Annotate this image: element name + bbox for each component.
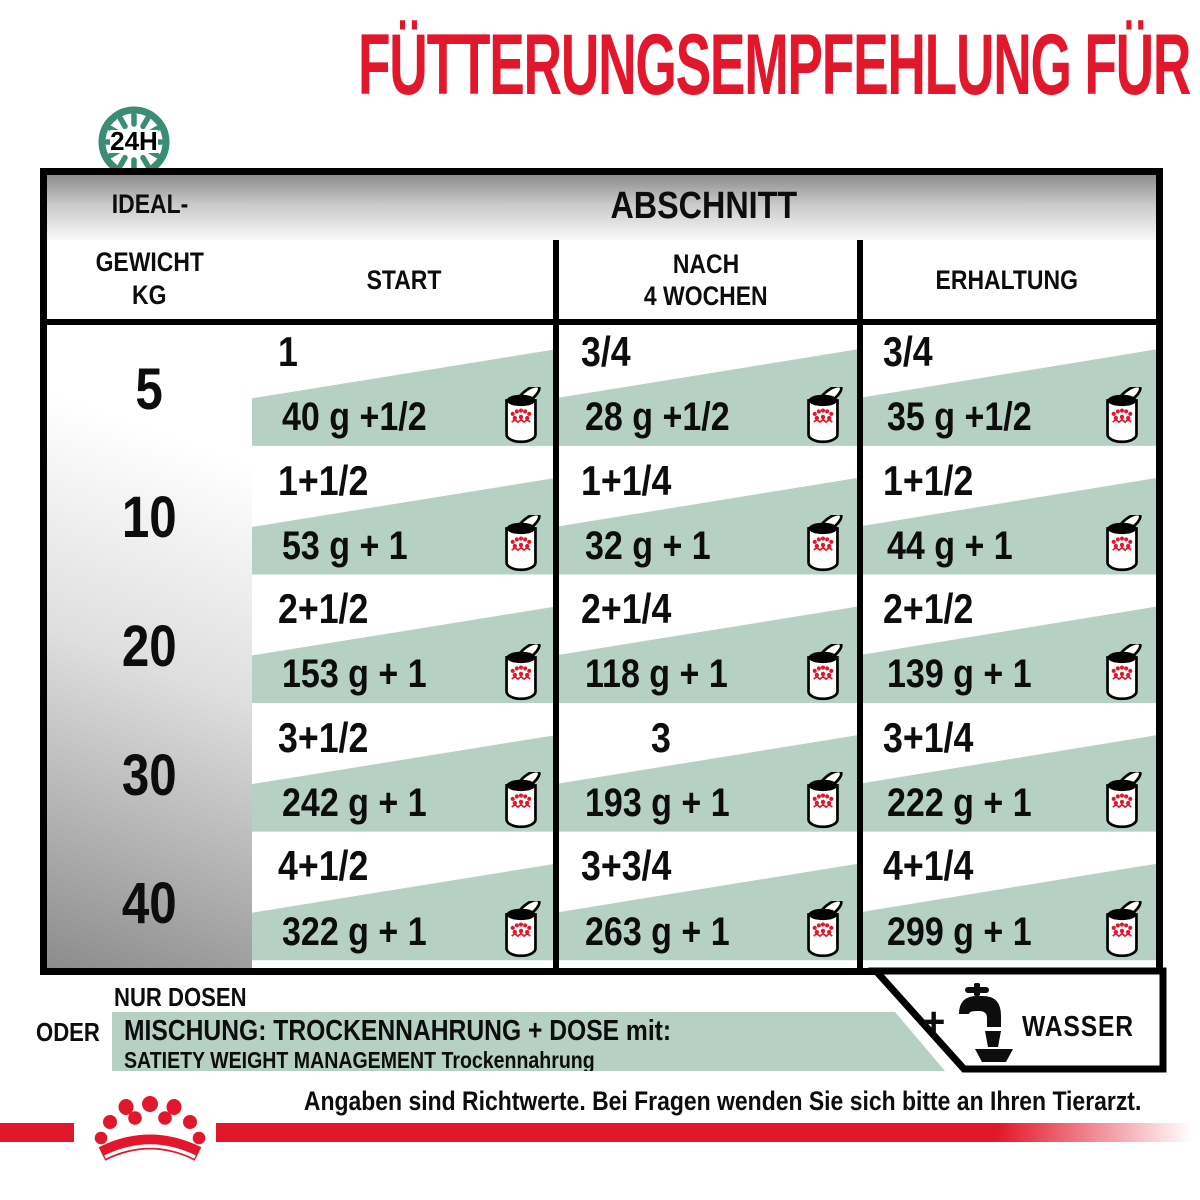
cans-amount: 3 (651, 713, 671, 761)
weight-10kg: 10 (122, 485, 177, 551)
cell-start-20kg: 2+1/2 153 g + 1 (252, 582, 555, 711)
red-band-right (216, 1123, 1192, 1142)
dog-food-can-icon (499, 901, 543, 963)
mix-amount: 40 g +1/2 (282, 386, 543, 449)
dog-food-can-icon (1100, 901, 1144, 963)
column-header-maintenance: ERHALTUNG (935, 264, 1078, 295)
cans-amount: 3/4 (581, 328, 631, 375)
cell-maintenance-20kg: 2+1/2 139 g + 1 (857, 582, 1156, 711)
table-body: 5 1 40 g +1/2 3/4 28 g +1/2 3/4 35 g +1/… (47, 325, 1156, 968)
header-divider-line (47, 319, 1156, 325)
dog-food-can-icon (1100, 515, 1144, 577)
dog-food-can-icon (1100, 772, 1144, 834)
water-faucet-bowl-icon (959, 983, 1013, 1062)
mix-amount: 28 g +1/2 (585, 386, 845, 449)
cell-after-30kg: 3 193 g + 1 (555, 711, 857, 840)
dog-food-can-icon (499, 643, 543, 706)
table-header-strip (47, 175, 1156, 240)
cell-start-40kg: 4+1/2 322 g + 1 (252, 839, 555, 968)
cell-after-5kg: 3/4 28 g +1/2 (555, 325, 857, 454)
mix-amount: 299 g + 1 (887, 901, 1144, 963)
mix-amount: 32 g + 1 (585, 515, 845, 577)
cans-amount: 3+3/4 (581, 842, 672, 890)
cans-amount: 1+1/4 (581, 456, 672, 504)
disclaimer-text: Angaben sind Richtwerte. Bei Fragen wend… (303, 1086, 1142, 1116)
mix-amount: 139 g + 1 (887, 643, 1144, 706)
dog-food-can-icon (801, 386, 845, 449)
dog-food-can-icon (801, 772, 845, 834)
dog-food-can-icon (801, 643, 845, 706)
column-divider-1 (553, 240, 559, 968)
column-divider-2 (857, 240, 863, 968)
plus-water-label: + (922, 1000, 946, 1044)
option-mix-band: MISCHUNG: TROCKENNAHRUNG + DOSE mit: SAT… (112, 1012, 945, 1071)
weight-40kg: 40 (122, 871, 177, 937)
cell-maintenance-10kg: 1+1/2 44 g + 1 (857, 454, 1156, 583)
weight-column-background (47, 240, 252, 968)
cans-amount: 2+1/4 (581, 585, 672, 633)
dog-food-can-icon (499, 772, 543, 834)
cell-maintenance-5kg: 3/4 35 g +1/2 (857, 325, 1156, 454)
cans-amount: 1+1/2 (883, 456, 974, 504)
water-label: WASSER (1022, 1011, 1134, 1043)
cans-amount: 1+1/2 (278, 456, 369, 504)
mix-amount: 322 g + 1 (282, 901, 543, 963)
dog-food-can-icon (499, 515, 543, 577)
weight-20kg: 20 (122, 613, 177, 679)
cans-amount: 3+1/4 (883, 713, 974, 761)
weight-30kg: 30 (122, 742, 177, 808)
mix-amount: 35 g +1/2 (887, 386, 1144, 449)
dog-food-can-icon (499, 386, 543, 449)
cans-amount: 2+1/2 (883, 585, 974, 633)
dog-food-can-icon (1100, 386, 1144, 449)
crown-paw-logo (94, 1096, 206, 1161)
weight-5kg: 5 (135, 356, 164, 422)
cans-amount: 3+1/2 (278, 713, 369, 761)
mix-amount: 118 g + 1 (585, 643, 845, 706)
cans-amount: 4+1/4 (883, 842, 974, 890)
cans-amount: 4+1/2 (278, 842, 369, 890)
mix-amount: 242 g + 1 (282, 772, 543, 834)
mix-line1: MISCHUNG: TROCKENNAHRUNG + DOSE mit: (124, 1015, 672, 1047)
mix-line2: SATIETY WEIGHT MANAGEMENT Trockennahrung (124, 1047, 595, 1073)
cans-amount: 3/4 (883, 328, 933, 375)
column-header-start: START (366, 264, 441, 295)
red-band-left (0, 1123, 74, 1142)
cans-amount: 2+1/2 (278, 585, 369, 633)
cell-maintenance-40kg: 4+1/4 299 g + 1 (857, 839, 1156, 968)
dog-food-can-icon (801, 901, 845, 963)
dog-food-can-icon (1100, 643, 1144, 706)
water-panel (868, 967, 1167, 1073)
dog-food-can-icon (801, 515, 845, 577)
cell-after-40kg: 3+3/4 263 g + 1 (555, 839, 857, 968)
cell-after-20kg: 2+1/4 118 g + 1 (555, 582, 857, 711)
weight-header-line1: IDEAL- (111, 189, 188, 219)
clock-24h-icon: 24H (98, 106, 170, 178)
weight-header-lines: GEWICHT KG (95, 247, 204, 310)
or-label: ODER (36, 1017, 100, 1047)
mix-amount: 44 g + 1 (887, 515, 1144, 577)
mix-amount: 53 g + 1 (282, 515, 543, 577)
mix-amount: 193 g + 1 (585, 772, 845, 834)
mix-amount: 153 g + 1 (282, 643, 543, 706)
cell-start-30kg: 3+1/2 242 g + 1 (252, 711, 555, 840)
mix-amount: 222 g + 1 (887, 772, 1144, 834)
column-header-after-4-weeks: NACH 4 WOCHEN (644, 248, 768, 311)
clock-24h-label: 24H (110, 126, 158, 156)
cell-maintenance-30kg: 3+1/4 222 g + 1 (857, 711, 1156, 840)
cell-after-10kg: 1+1/4 32 g + 1 (555, 454, 857, 583)
mix-amount: 263 g + 1 (585, 901, 845, 963)
cans-amount: 1 (278, 328, 298, 375)
feeding-table: IDEAL- ABSCHNITT GEWICHT KG START NACH 4… (40, 168, 1163, 975)
cell-start-5kg: 1 40 g +1/2 (252, 325, 555, 454)
section-header: ABSCHNITT (610, 185, 798, 227)
cell-start-10kg: 1+1/2 53 g + 1 (252, 454, 555, 583)
option-cans-only: NUR DOSEN (114, 982, 247, 1012)
page-title: FÜTTERUNGSEMPFEHLUNG FÜR IHREN HUND (357, 17, 1200, 113)
